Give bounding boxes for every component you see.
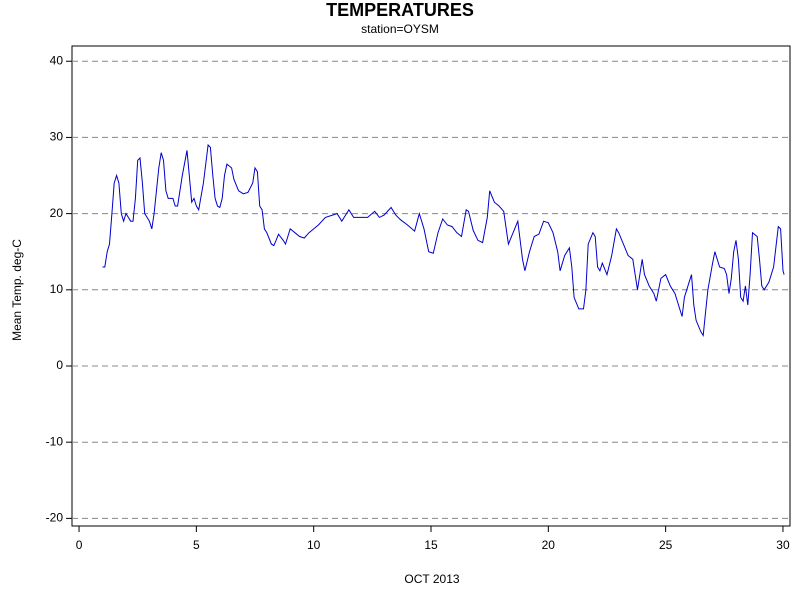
y-tick-label: -10	[46, 434, 64, 448]
x-axis-label: OCT 2013	[404, 572, 459, 586]
y-tick-label: 30	[50, 130, 64, 144]
x-tick-label: 5	[193, 538, 200, 552]
y-tick-label: 20	[50, 206, 64, 220]
x-tick-label: 0	[76, 538, 83, 552]
x-tick-label: 30	[776, 538, 790, 552]
plot-frame	[71, 45, 791, 527]
y-axis-label: Mean Temp. deg-C	[10, 239, 24, 341]
x-tick-label: 25	[659, 538, 673, 552]
y-tick-label: 0	[56, 358, 63, 372]
chart-title: TEMPERATURES	[326, 0, 474, 20]
x-tick-label: 15	[424, 538, 438, 552]
x-tick-label: 10	[307, 538, 321, 552]
x-tick-label: 20	[542, 538, 556, 552]
data-line	[102, 143, 785, 337]
chart-subtitle: station=OYSM	[361, 22, 439, 36]
y-tick-label: -20	[46, 511, 64, 525]
y-tick-label: 10	[50, 282, 64, 296]
y-tick-label: 40	[50, 53, 64, 67]
